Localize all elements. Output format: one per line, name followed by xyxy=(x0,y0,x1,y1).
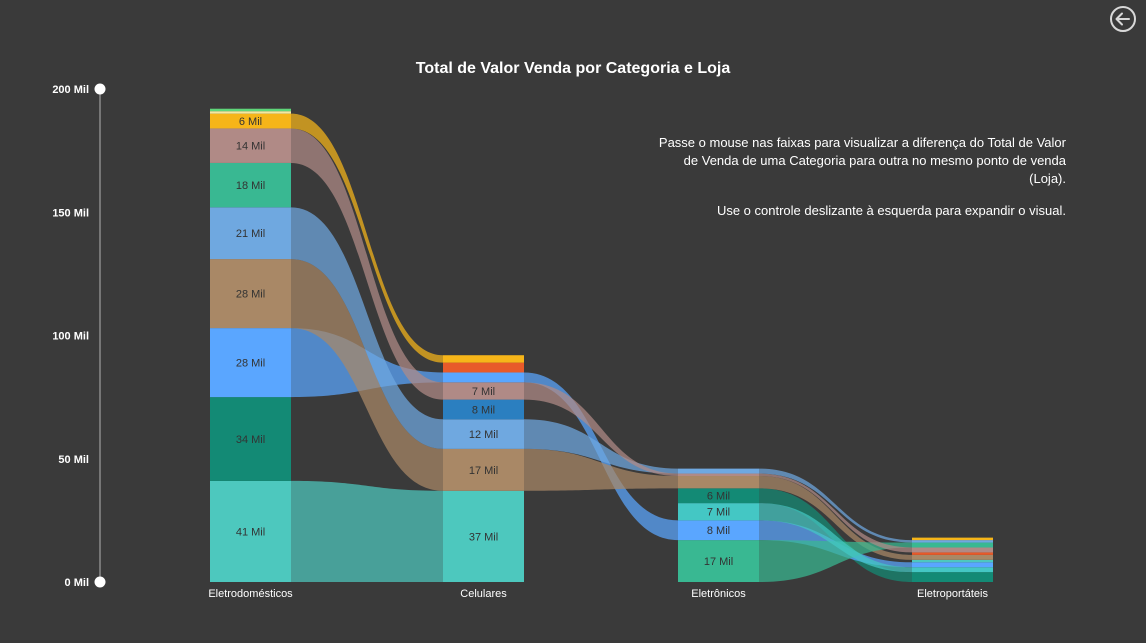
slider-handle-min[interactable] xyxy=(94,576,106,588)
bar-segment[interactable] xyxy=(443,419,524,449)
bar-segment[interactable] xyxy=(678,476,759,489)
bar-segment[interactable] xyxy=(678,488,759,504)
data-label: 8 Mil xyxy=(472,404,495,416)
bar-segment[interactable] xyxy=(678,540,759,582)
bar-segment[interactable] xyxy=(443,355,524,363)
bar-segment[interactable] xyxy=(210,259,291,329)
data-label: 12 Mil xyxy=(469,429,498,441)
bar-segment[interactable] xyxy=(210,328,291,398)
data-label: 28 Mil xyxy=(236,289,265,301)
y-tick-label: 150 Mil xyxy=(52,207,89,219)
bar-segment[interactable] xyxy=(912,572,993,582)
info-hover-text: Passe o mouse nas faixas para visualizar… xyxy=(658,135,1066,186)
bar-segment[interactable] xyxy=(210,480,291,582)
category-label: Eletrônicos xyxy=(691,588,746,600)
bar-segment[interactable] xyxy=(210,162,291,208)
data-label: 21 Mil xyxy=(236,228,265,240)
slider-handle-max[interactable] xyxy=(94,83,106,95)
data-label: 17 Mil xyxy=(469,465,498,477)
bar-segment[interactable] xyxy=(210,113,291,129)
y-tick-label: 100 Mil xyxy=(52,331,89,343)
bar-segment[interactable] xyxy=(210,108,291,112)
ribbon-band[interactable] xyxy=(759,540,912,582)
ribbon-band[interactable] xyxy=(291,480,443,582)
data-label: 34 Mil xyxy=(236,434,265,446)
data-label: 37 Mil xyxy=(469,531,498,543)
category-label: Eletroportáteis xyxy=(917,588,988,600)
data-label: 7 Mil xyxy=(707,507,730,519)
y-tick-label: 200 Mil xyxy=(52,84,89,96)
ribbon-band[interactable] xyxy=(524,448,678,491)
data-label: 6 Mil xyxy=(239,116,262,128)
bar-segment[interactable] xyxy=(912,562,993,568)
bar-segment[interactable] xyxy=(443,448,524,491)
ribbon-band[interactable] xyxy=(524,419,678,474)
bar-segment[interactable] xyxy=(678,520,759,541)
bar-segment[interactable] xyxy=(912,552,993,555)
ribbon-band[interactable] xyxy=(291,113,443,363)
ribbon-band[interactable] xyxy=(759,468,912,543)
bar-segment[interactable] xyxy=(912,537,993,541)
ribbon-band[interactable] xyxy=(759,473,912,553)
info-text: Passe o mouse nas faixas para visualizar… xyxy=(646,134,1066,234)
y-tick-label: 0 Mil xyxy=(65,577,89,589)
ribbon-band[interactable] xyxy=(291,207,443,449)
bar-segment[interactable] xyxy=(443,372,524,383)
data-label: 6 Mil xyxy=(707,491,730,503)
bar-segment[interactable] xyxy=(443,362,524,373)
chart-title: Total de Valor Venda por Categoria e Loj… xyxy=(415,60,731,77)
bar-segment[interactable] xyxy=(912,559,993,563)
bar-segment[interactable] xyxy=(912,554,993,560)
slider-axis: 200 Mil 150 Mil 100 Mil 50 Mil 0 Mil xyxy=(52,83,106,589)
bar-segment[interactable] xyxy=(210,128,291,163)
data-label: 14 Mil xyxy=(236,141,265,153)
bar-segment[interactable] xyxy=(678,473,759,477)
back-button[interactable] xyxy=(1108,4,1138,34)
ribbon-band[interactable] xyxy=(759,503,912,573)
category-label: Celulares xyxy=(460,588,507,600)
data-label: 28 Mil xyxy=(236,358,265,370)
category-label: Eletrodomésticos xyxy=(208,588,293,600)
bars xyxy=(210,108,993,582)
bar-segment[interactable] xyxy=(210,397,291,481)
info-slider-text: Use o controle deslizante à esquerda par… xyxy=(716,203,1066,218)
ribbon-band[interactable] xyxy=(291,259,443,491)
bar-segment[interactable] xyxy=(912,540,993,543)
y-tick-label: 50 Mil xyxy=(58,454,89,466)
data-label: 7 Mil xyxy=(472,386,495,398)
ribbons xyxy=(291,113,912,582)
data-label: 41 Mil xyxy=(236,526,265,538)
bar-segment[interactable] xyxy=(678,503,759,521)
ribbon-band[interactable] xyxy=(291,128,443,400)
ribbon-band[interactable] xyxy=(759,476,912,560)
bar-segment[interactable] xyxy=(210,111,291,114)
bar-segment[interactable] xyxy=(443,399,524,420)
bar-segment[interactable] xyxy=(912,547,993,553)
bar-segment[interactable] xyxy=(210,207,291,260)
bar-segment[interactable] xyxy=(678,468,759,474)
bar-segment[interactable] xyxy=(912,542,993,548)
data-label: 8 Mil xyxy=(707,525,730,537)
bar-segment[interactable] xyxy=(443,382,524,400)
back-arrow-icon xyxy=(1110,6,1136,32)
ribbon-band[interactable] xyxy=(524,382,678,477)
ribbon-band[interactable] xyxy=(759,488,912,582)
bar-segment[interactable] xyxy=(443,490,524,582)
labels: 41 Mil 34 Mil 28 Mil 28 Mil 21 Mil 18 Mil 14 M… xyxy=(208,116,988,600)
data-label: 17 Mil xyxy=(704,556,733,568)
data-label: 18 Mil xyxy=(236,180,265,192)
bar-segment[interactable] xyxy=(912,567,993,573)
